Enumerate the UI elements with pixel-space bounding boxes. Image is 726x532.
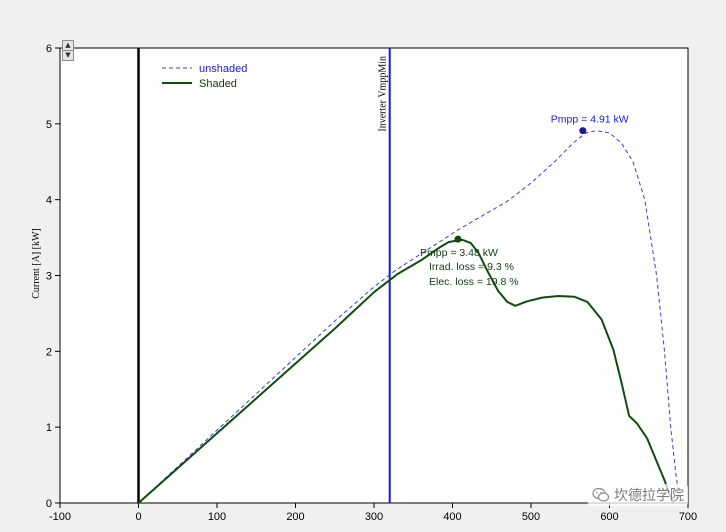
arrow-down-icon[interactable]: ▼ xyxy=(65,51,71,59)
x-tick-label: 0 xyxy=(135,511,141,523)
y-tick-label: 4 xyxy=(46,195,52,207)
inverter-vmppmin-label: Inverter VmppMin xyxy=(378,56,389,132)
electrical-loss-label: Elec. loss = 19.8 % xyxy=(429,276,519,288)
y-tick-label: 1 xyxy=(46,422,52,434)
y-tick-label: 2 xyxy=(46,346,52,358)
y-tick-label: 3 xyxy=(46,271,52,283)
x-tick-label: 400 xyxy=(443,511,461,523)
watermark-text: 坎德拉学院 xyxy=(614,488,684,504)
y-tick-label: 5 xyxy=(46,119,52,131)
x-tick-label: 500 xyxy=(522,511,540,523)
wechat-icon xyxy=(592,487,610,502)
x-tick-label: -100 xyxy=(49,511,71,523)
legend-label: Shaded xyxy=(199,78,237,90)
zoom-spinner[interactable]: ▲ ▼ xyxy=(62,40,74,61)
unshaded-pmpp-label: Pmpp = 4.91 kW xyxy=(551,114,629,126)
plot-background xyxy=(60,48,688,503)
x-tick-label: 300 xyxy=(365,511,383,523)
shaded-curve xyxy=(137,238,675,504)
legend-label: unshaded xyxy=(199,63,247,75)
watermark: 坎德拉学院 xyxy=(588,484,688,506)
y-tick-label: 6 xyxy=(46,43,52,55)
x-tick-label: 700 xyxy=(679,511,697,523)
unshaded-curve xyxy=(138,130,681,504)
shaded-pmpp-label: Pmpp = 3.48 kW xyxy=(420,247,498,259)
arrow-up-icon[interactable]: ▲ xyxy=(63,41,73,51)
x-tick-label: 200 xyxy=(286,511,304,523)
unshaded-mpp-marker xyxy=(579,127,587,135)
y-tick-label: 0 xyxy=(46,498,52,510)
x-tick-label: 600 xyxy=(600,511,618,523)
y-axis-title: Current [A] [kW] xyxy=(31,228,42,299)
x-tick-label: 100 xyxy=(208,511,226,523)
irradiance-loss-label: Irrad. loss = 9.3 % xyxy=(429,261,514,273)
shaded-mpp-marker xyxy=(454,235,462,243)
